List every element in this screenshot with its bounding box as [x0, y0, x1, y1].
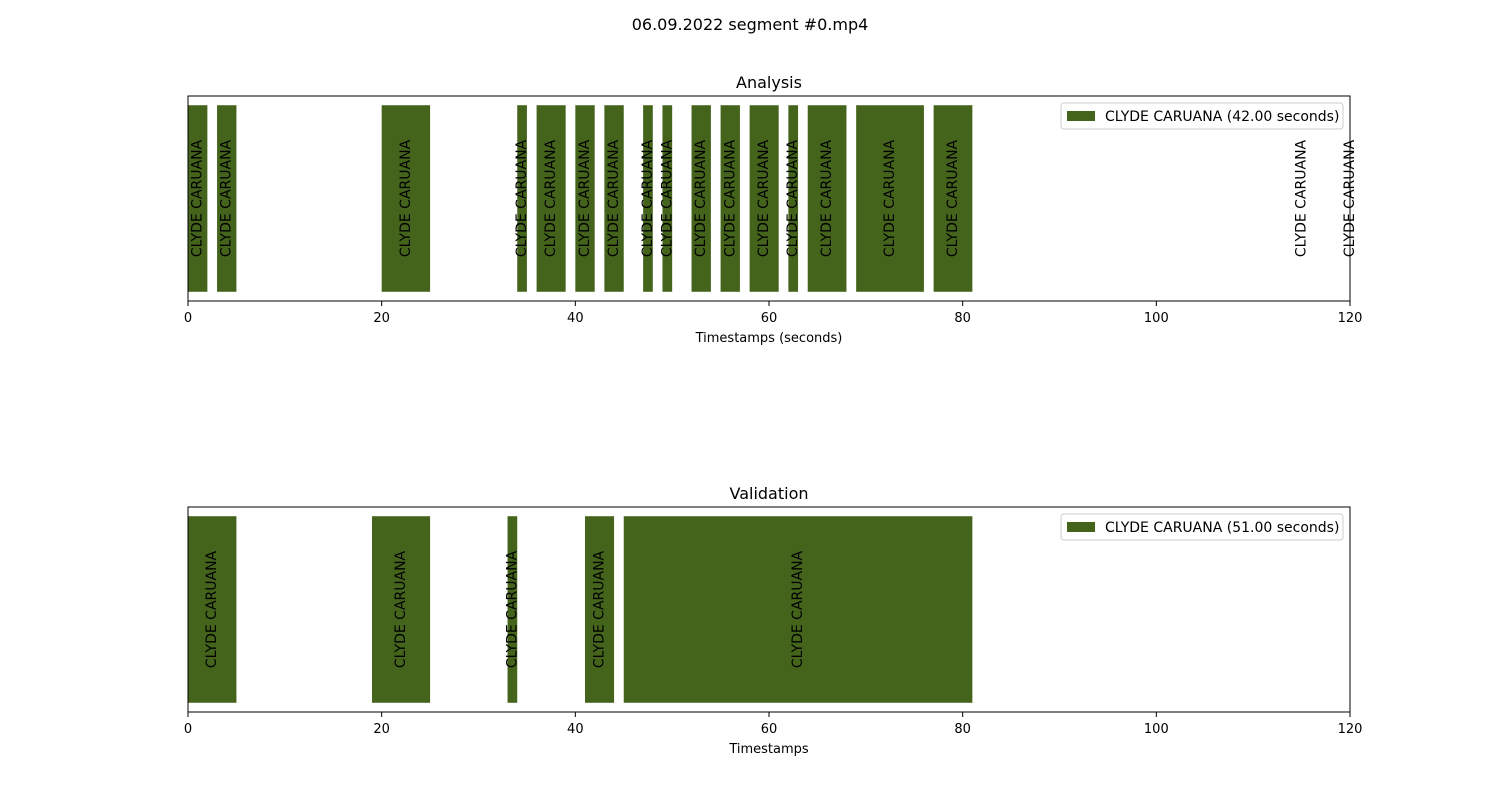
x-tick-label: 60	[761, 722, 778, 737]
x-tick-label: 100	[1144, 311, 1169, 326]
x-tick-label: 80	[954, 722, 971, 737]
segment-bar	[720, 105, 740, 292]
chart-title: Validation	[729, 484, 808, 503]
segment-label: CLYDE CARUANA	[514, 139, 530, 257]
segment-bar	[662, 105, 673, 292]
legend-label: CLYDE CARUANA (51.00 seconds)	[1105, 520, 1339, 536]
segment-label: CLYDE CARUANA	[398, 139, 414, 257]
segment-bar	[371, 516, 431, 703]
legend: CLYDE CARUANA (51.00 seconds)	[1060, 513, 1344, 541]
legend-swatch	[1067, 111, 1095, 121]
x-axis-label: Timestamps	[728, 742, 809, 757]
segment-bar	[749, 105, 779, 292]
legend-swatch	[1067, 522, 1095, 532]
segment-label: CLYDE CARUANA	[945, 139, 961, 257]
segment-bar	[536, 105, 566, 292]
segment-label: CLYDE CARUANA	[659, 139, 675, 257]
chart-panel-2: Validation CLYDE CARUANA CLYDE CARUANA CLYD…	[184, 484, 1363, 757]
segment-bar	[217, 105, 237, 292]
segment-bar	[856, 105, 924, 292]
segment-label: CLYDE CARUANA	[204, 550, 220, 668]
segment-label: CLYDE CARUANA	[577, 139, 593, 257]
segment-label: CLYDE CARUANA	[504, 550, 520, 668]
x-tick-label: 40	[567, 311, 584, 326]
segment-bar	[643, 105, 653, 292]
x-tick-label: 20	[373, 311, 390, 326]
segment-bar	[507, 516, 518, 703]
segment-label: CLYDE CARUANA	[190, 139, 206, 257]
legend-box	[1060, 513, 1344, 541]
segment-bar	[585, 516, 615, 703]
segment-bar	[381, 105, 431, 292]
figure-title: 06.09.2022 segment #0.mp4	[632, 15, 869, 34]
x-tick-label: 20	[373, 722, 390, 737]
segment-label: CLYDE CARUANA	[640, 139, 656, 257]
segment-label: CLYDE CARUANA	[756, 139, 772, 257]
segment-label: CLYDE CARUANA	[543, 139, 559, 257]
segment-label: CLYDE CARUANA	[219, 139, 235, 257]
segment-label: CLYDE CARUANA	[1294, 139, 1310, 257]
segment-bar	[788, 105, 799, 292]
legend-label: CLYDE CARUANA (42.00 seconds)	[1105, 109, 1339, 125]
segment-label: CLYDE CARUANA	[606, 139, 622, 257]
segment-bar	[807, 105, 847, 292]
segment-label: CLYDE CARUANA	[882, 139, 898, 257]
x-tick-label: 100	[1144, 722, 1169, 737]
segment-bar	[623, 516, 973, 703]
segment-bar	[691, 105, 711, 292]
legend: CLYDE CARUANA (42.00 seconds)	[1060, 102, 1344, 130]
x-tick-label: 120	[1338, 311, 1363, 326]
x-tick-label: 0	[184, 311, 192, 326]
segment-bar	[517, 105, 527, 292]
chart-title: Analysis	[736, 73, 802, 92]
segment-bar	[188, 516, 237, 703]
segment-bar	[604, 105, 624, 292]
legend-box	[1060, 102, 1344, 130]
x-tick-label: 60	[761, 311, 778, 326]
x-axis-label: Timestamps (seconds)	[695, 331, 843, 346]
segment-label: CLYDE CARUANA	[592, 550, 608, 668]
x-tick-label: 40	[567, 722, 584, 737]
segment-bar	[575, 105, 595, 292]
segment-label: CLYDE CARUANA	[819, 139, 835, 257]
segment-label: CLYDE CARUANA	[693, 139, 709, 257]
x-tick-label: 80	[954, 311, 971, 326]
x-tick-label: 120	[1338, 722, 1363, 737]
segment-bar	[933, 105, 973, 292]
segment-label: CLYDE CARUANA	[790, 550, 806, 668]
segment-label: CLYDE CARUANA	[393, 550, 409, 668]
segment-label: CLYDE CARUANA	[785, 139, 801, 257]
segment-bar	[188, 105, 208, 292]
segment-label: CLYDE CARUANA	[722, 139, 738, 257]
x-tick-label: 0	[184, 722, 192, 737]
